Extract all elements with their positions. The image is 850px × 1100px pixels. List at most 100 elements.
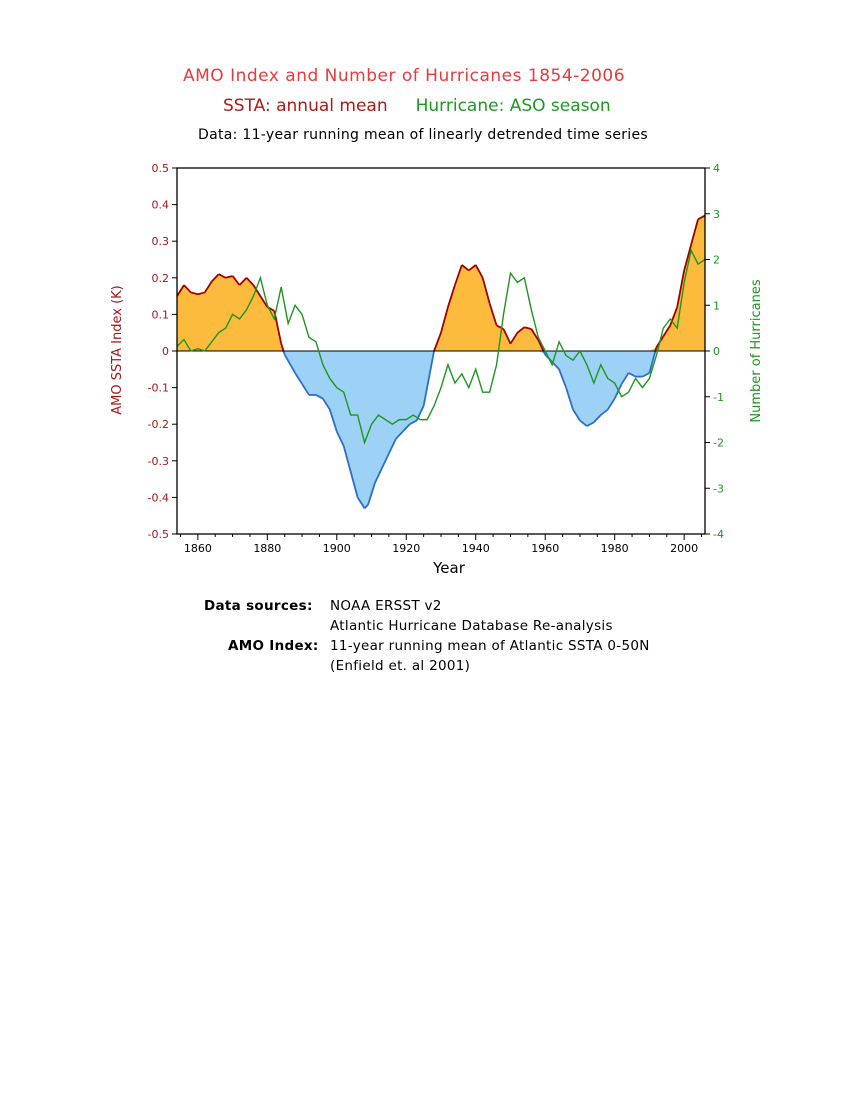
ssta-line-segment <box>238 277 248 286</box>
ssta-line-segment <box>429 350 435 370</box>
ssta-line-segment <box>530 328 540 341</box>
ssta-line-segment <box>328 409 338 432</box>
ssta-line-segment <box>481 277 491 304</box>
ssta-line-segment <box>342 445 352 473</box>
sources-label: Data sources: <box>204 598 313 614</box>
ssta-line-segment <box>315 394 324 400</box>
ssta-line-segment <box>231 275 241 286</box>
ssta-line-segment <box>572 409 581 422</box>
ssta-line-segment <box>183 284 192 294</box>
ssta-line-segment <box>422 369 432 407</box>
ssta-line-segment <box>662 324 672 337</box>
ssta-line-segment <box>542 350 547 356</box>
ssta-negative-area <box>177 351 705 509</box>
ssta-line-segment <box>349 471 359 498</box>
ssta-line-segment <box>395 430 404 440</box>
left-axis-tick-label: 0.1 <box>152 308 170 321</box>
left-axis-tick-label: 0.2 <box>152 272 170 285</box>
ssta-line-segment <box>648 350 657 374</box>
ssta-line-segment <box>474 264 484 279</box>
ssta-line-segment <box>282 350 286 355</box>
ssta-line-segment <box>322 398 331 411</box>
left-axis-tick-label: 0.5 <box>152 162 170 175</box>
x-axis-tick-label: 1860 <box>184 542 212 555</box>
ssta-line-segment <box>259 295 269 308</box>
x-axis-tick-label: 1920 <box>392 542 420 555</box>
x-axis-tick-label: 2000 <box>670 542 698 555</box>
left-axis-tick-label: -0.5 <box>148 528 169 541</box>
subtitle-hurricane: Hurricane: ASO season <box>415 96 611 116</box>
chart-note: Data: 11-year running mean of linearly d… <box>198 127 648 143</box>
ssta-line-segment <box>402 423 411 433</box>
ssta-line-segment <box>197 291 206 296</box>
left-axis-tick-label: 0.3 <box>152 235 170 248</box>
x-axis-tick-label: 1980 <box>601 542 629 555</box>
ssta-line-segment <box>225 275 233 279</box>
right-axis-tick-label: 1 <box>713 299 720 312</box>
left-axis-label: AMO SSTA Index (K) <box>110 285 125 415</box>
ssta-line-segment <box>381 453 390 469</box>
ssta-line-segment <box>454 264 463 286</box>
x-axis-tick-label: 1960 <box>531 542 559 555</box>
ssta-line-segment <box>252 284 262 297</box>
ssta-line-segment <box>496 324 504 330</box>
amo-label: AMO Index: <box>228 638 319 654</box>
x-axis-tick-label: 1880 <box>253 542 281 555</box>
left-axis-tick-label: -0.4 <box>148 491 169 504</box>
ssta-line-segment <box>676 270 686 308</box>
right-axis-tick-label: 3 <box>713 208 720 221</box>
ssta-line-segment <box>433 332 442 352</box>
chart-title: AMO Index and Number of Hurricanes 1854-… <box>183 66 626 86</box>
chart-subtitle: SSTA: annual mean Hurricane: ASO season <box>223 96 611 116</box>
ssta-line-segment <box>600 408 609 416</box>
ssta-line-segment <box>642 372 650 378</box>
ssta-line-segment <box>204 280 213 293</box>
ssta-line-segment <box>176 284 185 297</box>
ssta-line-segment <box>363 504 369 509</box>
sources-line2: Atlantic Hurricane Database Re-analysis <box>330 618 613 634</box>
ssta-line-segment <box>669 306 679 326</box>
ssta-line-segment <box>283 354 296 374</box>
right-axis-tick-label: 4 <box>713 162 720 175</box>
ssta-line-segment <box>565 387 574 410</box>
ssta-line-segment <box>628 372 636 378</box>
ssta-line-segment <box>593 414 602 423</box>
ssta-line-segment <box>190 291 199 296</box>
ssta-line-segment <box>409 419 418 425</box>
ssta-line-segment <box>516 326 525 334</box>
right-axis-tick-label: -3 <box>713 482 724 495</box>
amo-line2: (Enfield et. al 2001) <box>330 658 471 674</box>
right-axis-tick-label: 0 <box>713 345 720 358</box>
ssta-line-segment <box>690 219 699 246</box>
ssta-line-segment <box>537 339 545 352</box>
ssta-positive-area <box>177 215 705 351</box>
ssta-line-segment <box>294 372 303 385</box>
left-axis-tick-label: -0.2 <box>148 418 169 431</box>
ssta-line-segment <box>356 496 366 509</box>
ssta-line-segment <box>211 273 220 283</box>
ssta-line-segment <box>245 277 255 286</box>
ssta-line-segment <box>697 214 706 221</box>
ssta-line-segment <box>218 273 227 279</box>
ssta-line-segment <box>620 372 630 385</box>
ssta-line-segment <box>301 383 310 396</box>
x-axis-tick-label: 1900 <box>323 542 351 555</box>
right-axis-tick-label: -2 <box>713 437 724 450</box>
chart-canvas: 0.5 0.4 0.3 0.2 0.1 0 -0.1 -0.2 -0.3 -0.4 -0.5 4 3 2 1… <box>110 162 764 577</box>
ssta-line-segment <box>335 431 345 447</box>
ssta-line-segment <box>683 244 692 271</box>
ssta-line-segment <box>367 482 376 505</box>
subtitle-ssta: SSTA: annual mean <box>223 96 388 116</box>
x-axis-label: Year <box>432 559 466 577</box>
ssta-line-segment <box>654 347 658 352</box>
ssta-line-segment <box>468 264 477 272</box>
left-axis-tick-label: -0.1 <box>148 382 169 395</box>
ssta-line-segment <box>579 419 588 427</box>
ssta-line-segment <box>524 326 532 330</box>
x-axis-tick-label: 1940 <box>462 542 490 555</box>
ssta-line-segment <box>447 284 456 308</box>
ssta-line-segment <box>509 332 519 345</box>
right-axis-label: Number of Hurricanes <box>749 279 764 422</box>
ssta-line-segment <box>606 398 616 411</box>
ssta-line-segment <box>440 306 449 333</box>
